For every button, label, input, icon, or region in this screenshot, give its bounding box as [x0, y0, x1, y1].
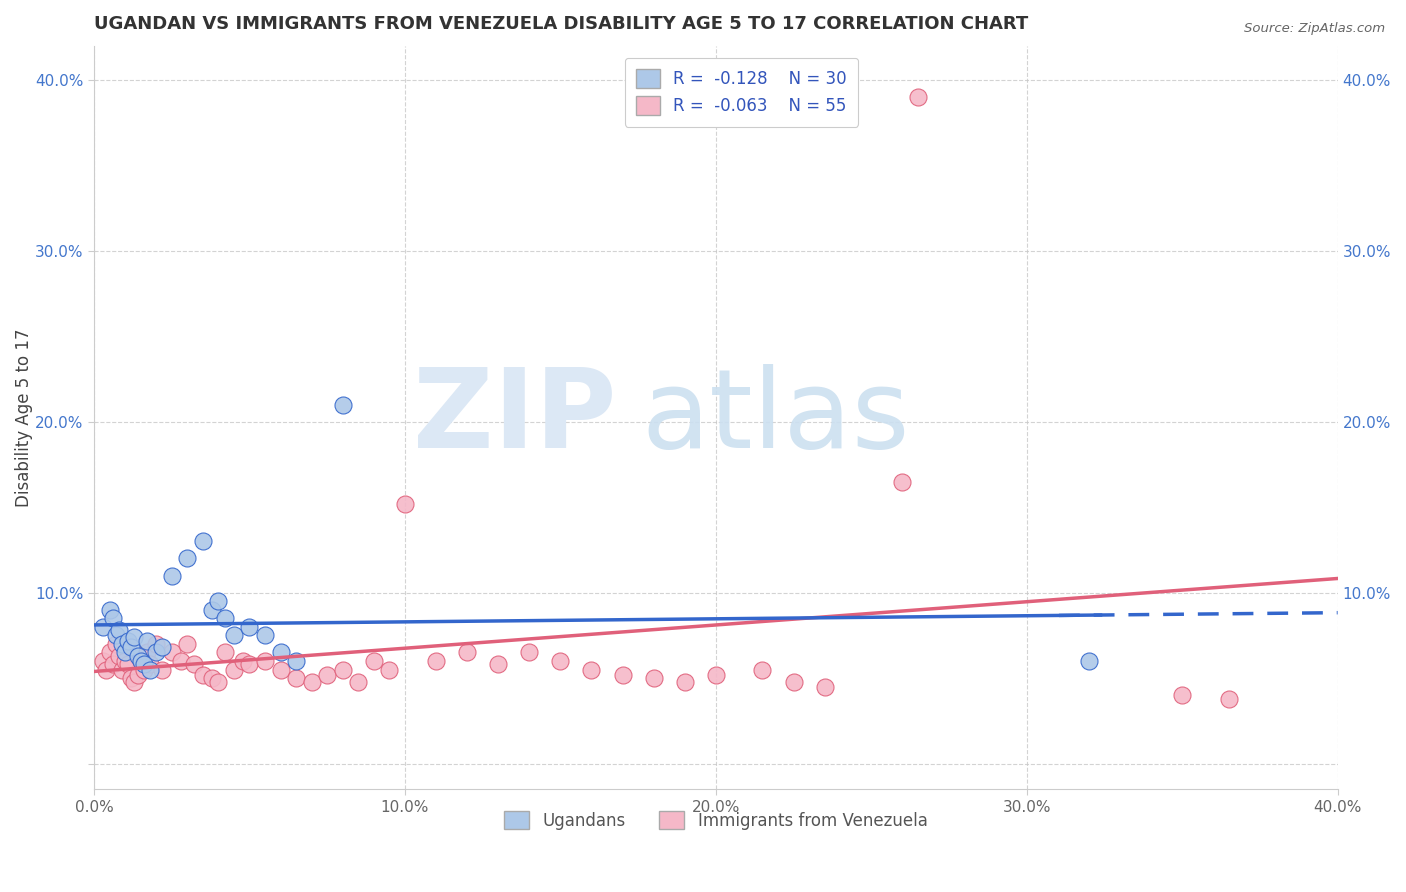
- Point: [183, 657, 205, 672]
- Point: [135, 645, 157, 659]
- Point: [124, 630, 146, 644]
- Point: [363, 654, 385, 668]
- Point: [104, 628, 127, 642]
- Point: [270, 645, 292, 659]
- Point: [160, 645, 183, 659]
- Point: [98, 645, 121, 659]
- Point: [214, 645, 236, 659]
- Point: [751, 663, 773, 677]
- Point: [270, 663, 292, 677]
- Point: [1077, 654, 1099, 668]
- Point: [101, 657, 124, 672]
- Point: [152, 663, 174, 677]
- Point: [176, 637, 198, 651]
- Point: [114, 654, 136, 668]
- Point: [581, 663, 603, 677]
- Point: [332, 398, 354, 412]
- Point: [332, 663, 354, 677]
- Point: [782, 674, 804, 689]
- Text: Source: ZipAtlas.com: Source: ZipAtlas.com: [1244, 22, 1385, 36]
- Point: [145, 645, 167, 659]
- Point: [253, 654, 276, 668]
- Point: [127, 667, 149, 681]
- Text: atlas: atlas: [641, 364, 910, 471]
- Point: [132, 663, 155, 677]
- Point: [93, 654, 115, 668]
- Point: [108, 648, 131, 663]
- Point: [127, 648, 149, 663]
- Point: [152, 640, 174, 655]
- Point: [486, 657, 509, 672]
- Point: [117, 657, 139, 672]
- Point: [285, 671, 308, 685]
- Point: [96, 663, 118, 677]
- Point: [201, 671, 224, 685]
- Point: [207, 674, 229, 689]
- Point: [222, 628, 245, 642]
- Point: [145, 637, 167, 651]
- Point: [253, 628, 276, 642]
- Point: [814, 680, 837, 694]
- Point: [673, 674, 696, 689]
- Point: [120, 640, 142, 655]
- Point: [111, 663, 134, 677]
- Point: [93, 620, 115, 634]
- Point: [201, 603, 224, 617]
- Point: [160, 568, 183, 582]
- Point: [98, 603, 121, 617]
- Point: [891, 475, 914, 489]
- Point: [191, 667, 214, 681]
- Point: [114, 645, 136, 659]
- Point: [456, 645, 478, 659]
- Point: [139, 657, 162, 672]
- Point: [139, 663, 162, 677]
- Point: [170, 654, 193, 668]
- Point: [232, 654, 254, 668]
- Point: [120, 671, 142, 685]
- Text: UGANDAN VS IMMIGRANTS FROM VENEZUELA DISABILITY AGE 5 TO 17 CORRELATION CHART: UGANDAN VS IMMIGRANTS FROM VENEZUELA DIS…: [94, 15, 1028, 33]
- Point: [394, 497, 416, 511]
- Point: [101, 611, 124, 625]
- Point: [129, 654, 152, 668]
- Point: [104, 637, 127, 651]
- Point: [643, 671, 665, 685]
- Point: [1171, 688, 1194, 702]
- Point: [1218, 691, 1240, 706]
- Point: [238, 620, 260, 634]
- Point: [117, 633, 139, 648]
- Point: [238, 657, 260, 672]
- Point: [108, 624, 131, 638]
- Point: [214, 611, 236, 625]
- Point: [550, 654, 572, 668]
- Point: [222, 663, 245, 677]
- Point: [191, 534, 214, 549]
- Point: [285, 654, 308, 668]
- Point: [301, 674, 323, 689]
- Legend: Ugandans, Immigrants from Venezuela: Ugandans, Immigrants from Venezuela: [498, 805, 934, 837]
- Point: [907, 90, 929, 104]
- Point: [132, 657, 155, 672]
- Point: [129, 654, 152, 668]
- Point: [517, 645, 540, 659]
- Point: [135, 633, 157, 648]
- Point: [111, 637, 134, 651]
- Point: [176, 551, 198, 566]
- Point: [347, 674, 370, 689]
- Point: [316, 667, 339, 681]
- Point: [704, 667, 727, 681]
- Y-axis label: Disability Age 5 to 17: Disability Age 5 to 17: [15, 328, 32, 507]
- Point: [612, 667, 634, 681]
- Point: [124, 674, 146, 689]
- Point: [378, 663, 401, 677]
- Point: [425, 654, 447, 668]
- Text: ZIP: ZIP: [413, 364, 616, 471]
- Point: [207, 594, 229, 608]
